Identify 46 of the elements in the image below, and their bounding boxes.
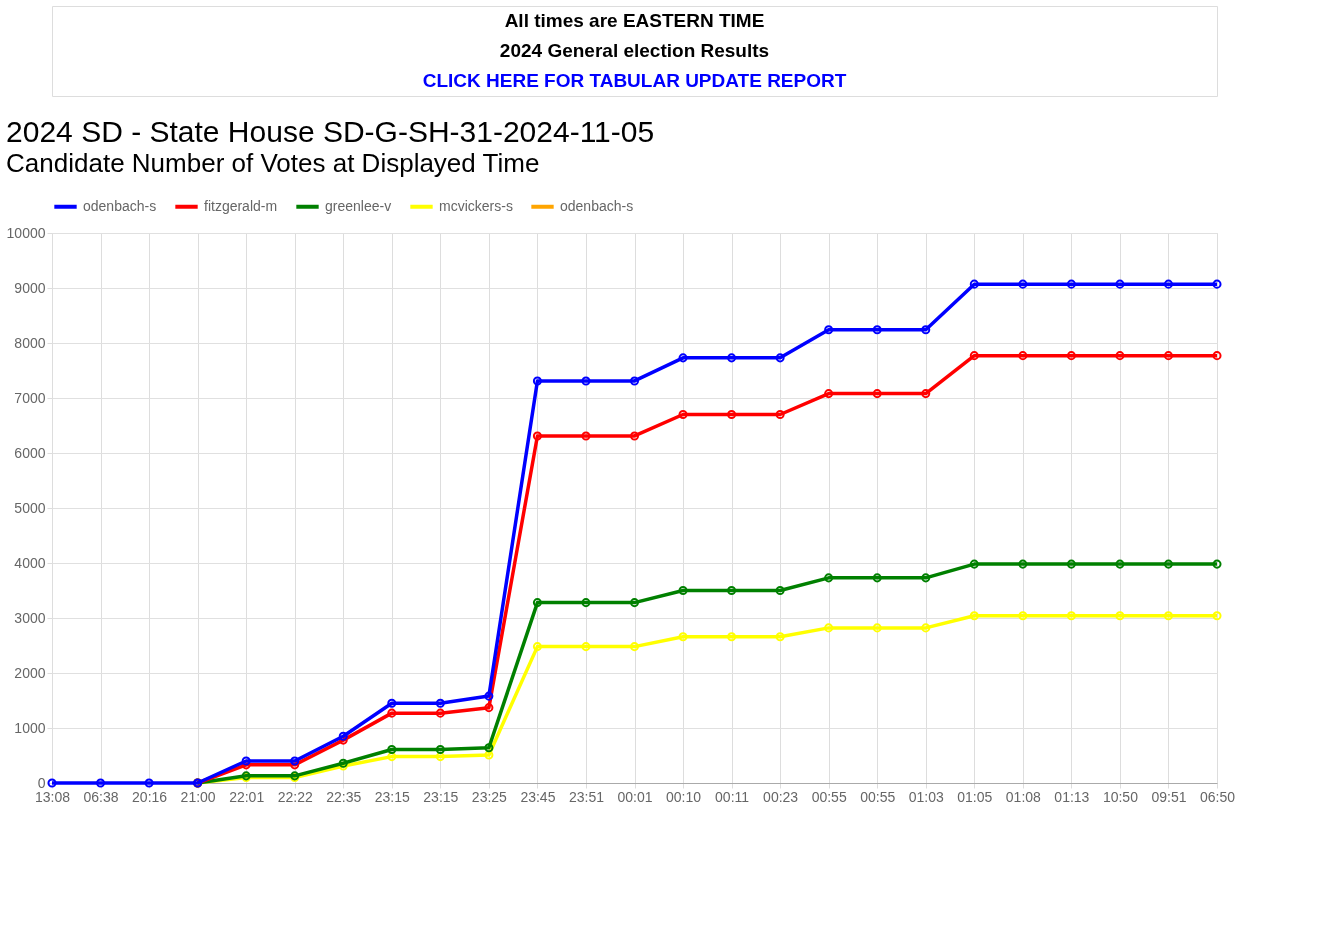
legend-label: greenlee-v [325,197,392,214]
x-tick-label: 21:00 [180,788,216,805]
x-tick-label: 10:50 [1102,788,1139,805]
x-tick-label: 00:55 [860,788,896,805]
x-tick-label: 23:15 [423,788,459,805]
x-tick-label: 01:13 [1054,788,1090,805]
text: 2024 General election Results [499,40,770,61]
y-tick-label: 0 [37,774,46,791]
chart-title: 2024 SD - State House SD-G-SH-31-2024-11-05 [6,115,655,148]
x-tick-label: 22:01 [229,788,265,805]
x-tick-label: 01:05 [957,788,993,805]
legend-label: mcvickers-s [439,197,513,214]
x-tick-label: 06:50 [1199,788,1236,805]
x-tick-label: 22:35 [326,788,362,805]
y-tick-label: 6000 [14,444,46,461]
y-tick-label: 3000 [14,609,46,626]
legend-label: odenbach-s [560,197,634,214]
x-tick-label: 00:23 [763,788,799,805]
x-tick-label: 06:38 [83,788,119,805]
y-tick-label: 9000 [14,279,46,296]
x-tick-label: 00:11 [715,788,750,805]
x-tick-label: 00:01 [617,788,653,805]
x-tick-label: 23:25 [471,788,508,805]
y-tick-label: 2000 [14,664,46,681]
y-tick-label: 4000 [14,554,46,571]
x-tick-label: 23:45 [520,788,556,805]
x-tick-label: 09:51 [1151,788,1187,805]
x-tick-label: 00:55 [811,788,847,805]
y-tick-label: 7000 [14,389,46,406]
x-tick-label: 23:15 [374,788,411,805]
legend-label: fitzgerald-m [204,197,278,214]
x-tick-label: 01:03 [908,788,944,805]
x-tick-label: 13:08 [34,788,71,805]
legend-label: odenbach-s [83,197,157,214]
text: All times are EASTERN TIME [504,10,765,31]
y-tick-label: 8000 [14,334,46,351]
x-tick-label: 23:51 [568,788,605,805]
x-tick-label: 20:16 [132,788,168,805]
y-tick-label: 1000 [14,719,46,736]
y-tick-label: 10000 [6,224,46,241]
text: CLICK HERE FOR TABULAR UPDATE REPORT [422,70,847,91]
chart-subtitle: Candidate Number of Votes at Displayed Time [6,148,540,178]
x-tick-label: 00:10 [666,788,702,805]
x-tick-label: 22:22 [277,788,313,805]
x-tick-label: 01:08 [1005,788,1042,805]
y-tick-label: 5000 [14,499,46,516]
